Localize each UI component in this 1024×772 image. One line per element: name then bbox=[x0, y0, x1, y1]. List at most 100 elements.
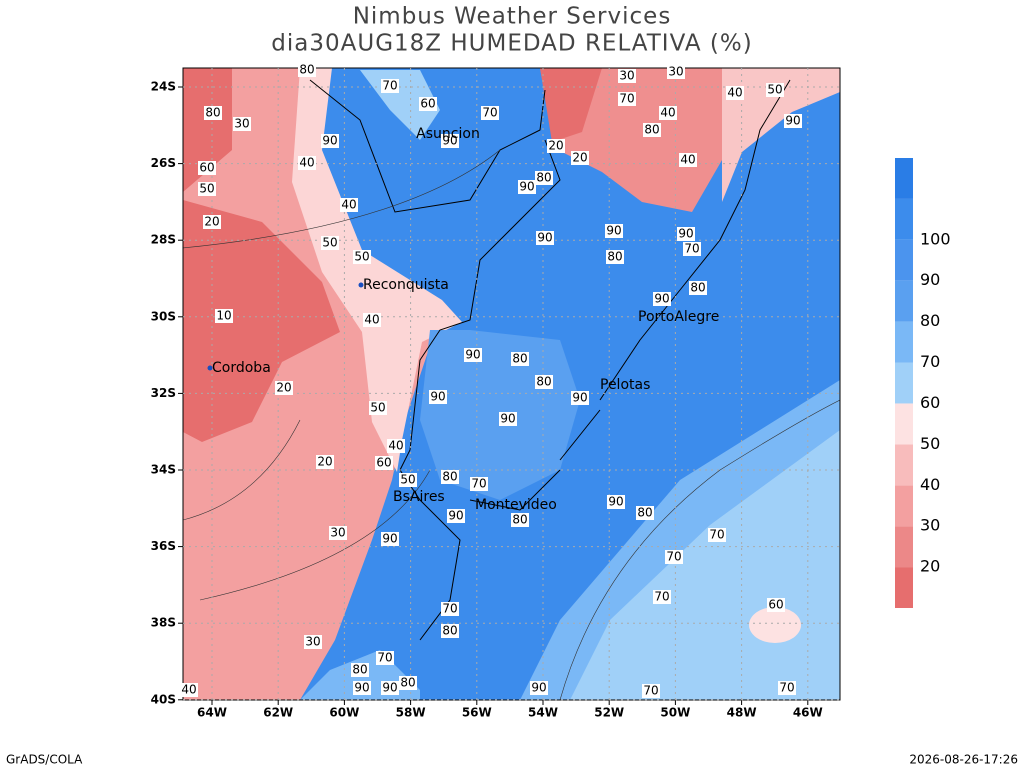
lat-label: 24S bbox=[151, 80, 176, 94]
contour-label: 80 bbox=[690, 281, 705, 295]
contour-label: 20 bbox=[204, 215, 219, 229]
contour-label: 70 bbox=[643, 684, 658, 698]
colorbar-bin bbox=[895, 444, 913, 486]
contour-label: 10 bbox=[216, 309, 231, 323]
contour-label: 90 bbox=[678, 227, 693, 241]
contour-label: 60 bbox=[376, 456, 391, 470]
contour-label: 90 bbox=[430, 390, 445, 404]
colorbar-label: 70 bbox=[920, 352, 940, 371]
contour-label-bg bbox=[215, 309, 233, 323]
contour-label: 70 bbox=[666, 550, 681, 564]
contour-label-bg bbox=[653, 590, 671, 604]
axis-labels: 64W 62W 60W 58W 56W 54W 52W 50W 48W 46W 24S 26S 28S 3… bbox=[151, 80, 823, 720]
lat-label: 38S bbox=[151, 616, 176, 630]
lat-label: 30S bbox=[151, 309, 176, 323]
contour-label: 50 bbox=[767, 83, 782, 97]
contour-label-bg bbox=[316, 455, 334, 469]
contour-label: 70 bbox=[654, 590, 669, 604]
contour-label-bg bbox=[419, 97, 437, 111]
contour-label-bg bbox=[304, 635, 322, 649]
lon-label: 60W bbox=[329, 706, 359, 720]
lat-label: 34S bbox=[151, 463, 176, 477]
contour-label-bg bbox=[689, 281, 707, 295]
contour-label: 50 bbox=[199, 182, 214, 196]
contour-label: 80 bbox=[512, 352, 527, 366]
contour-label-bg bbox=[667, 65, 685, 79]
contour-label-bg bbox=[340, 198, 358, 212]
contour-label-bg bbox=[499, 412, 517, 426]
contour-label-bg bbox=[547, 139, 565, 153]
lon-label: 62W bbox=[263, 706, 293, 720]
contour-label-bg bbox=[464, 348, 482, 362]
contour-label: 20 bbox=[317, 455, 332, 469]
contour-label-bg bbox=[726, 86, 744, 100]
colorbar-label: 90 bbox=[920, 270, 940, 289]
footer-right: 2026-08-26-17:26 bbox=[909, 753, 1018, 767]
contour-label: 80 bbox=[205, 106, 220, 120]
contour-label-bg bbox=[353, 681, 371, 695]
contour-label: 40 bbox=[388, 439, 403, 453]
contour-label: 90 bbox=[608, 495, 623, 509]
contour-label: 50 bbox=[354, 250, 369, 264]
contour-label-bg bbox=[375, 456, 393, 470]
lon-label: 56W bbox=[462, 706, 492, 720]
colorbar-bin bbox=[895, 485, 913, 527]
contour-label-bg bbox=[381, 532, 399, 546]
contour-label: 80 bbox=[442, 470, 457, 484]
contour-label-bg bbox=[203, 215, 221, 229]
colorbar-label: 40 bbox=[920, 475, 940, 494]
contour-label: 80 bbox=[352, 663, 367, 677]
colorbar-label: 20 bbox=[920, 557, 940, 576]
contour-label-bg bbox=[607, 495, 625, 509]
contour-label-bg bbox=[381, 681, 399, 695]
city-name: Montevideo bbox=[475, 497, 557, 513]
city-dot bbox=[358, 282, 364, 288]
contour-label-bg bbox=[441, 602, 459, 616]
lat-label: 36S bbox=[151, 539, 176, 553]
contour-label: 50 bbox=[370, 401, 385, 415]
contour-label-bg bbox=[198, 161, 216, 175]
lat-label: 26S bbox=[151, 156, 176, 170]
contour-label-bg bbox=[298, 156, 316, 170]
contour-label-bg bbox=[204, 106, 222, 120]
contour-label: 80 bbox=[536, 171, 551, 185]
contour-label: 90 bbox=[500, 412, 515, 426]
contour-label: 90 bbox=[448, 509, 463, 523]
contour-label-bg bbox=[298, 63, 316, 77]
contour-label: 70 bbox=[482, 106, 497, 120]
contour-label-bg bbox=[518, 180, 536, 194]
contour-label-bg bbox=[180, 683, 198, 697]
footer-left: GrADS/COLA bbox=[6, 753, 83, 767]
colorbar: 20 30 40 50 60 70 80 90 100 bbox=[895, 158, 951, 608]
contour-label-bg bbox=[441, 624, 459, 638]
colorbar-label: 30 bbox=[920, 516, 940, 535]
contour-label-bg bbox=[198, 182, 216, 196]
contour-label-bg bbox=[784, 114, 802, 128]
colorbar-bin bbox=[895, 321, 913, 363]
contour-label: 30 bbox=[234, 117, 249, 131]
contour-label-bg bbox=[683, 242, 701, 256]
contour-label: 90 bbox=[465, 348, 480, 362]
colorbar-label: 50 bbox=[920, 434, 940, 453]
contour-label: 40 bbox=[364, 313, 379, 327]
contour-label-bg bbox=[441, 134, 459, 148]
contour-label-bg bbox=[766, 83, 784, 97]
contour-label-bg bbox=[470, 477, 488, 491]
contour-label-bg bbox=[381, 79, 399, 93]
contour-labels: 90 90706070804040505040102030806050202030… bbox=[180, 63, 802, 698]
contour-label: 70 bbox=[377, 651, 392, 665]
colorbar-bin bbox=[895, 567, 913, 608]
contour-label-bg bbox=[369, 401, 387, 415]
contour-label: 70 bbox=[779, 681, 794, 695]
contour-label: 20 bbox=[548, 139, 563, 153]
contour-label-bg bbox=[429, 390, 447, 404]
colorbar-label: 80 bbox=[920, 311, 940, 330]
contour-label-bg bbox=[321, 134, 339, 148]
contour-label: 50 bbox=[400, 473, 415, 487]
contour-label: 80 bbox=[442, 624, 457, 638]
colorbar-bin bbox=[895, 403, 913, 445]
contour-label: 70 bbox=[382, 79, 397, 93]
contour-label-bg bbox=[618, 92, 636, 106]
contour-label: 60 bbox=[768, 598, 783, 612]
